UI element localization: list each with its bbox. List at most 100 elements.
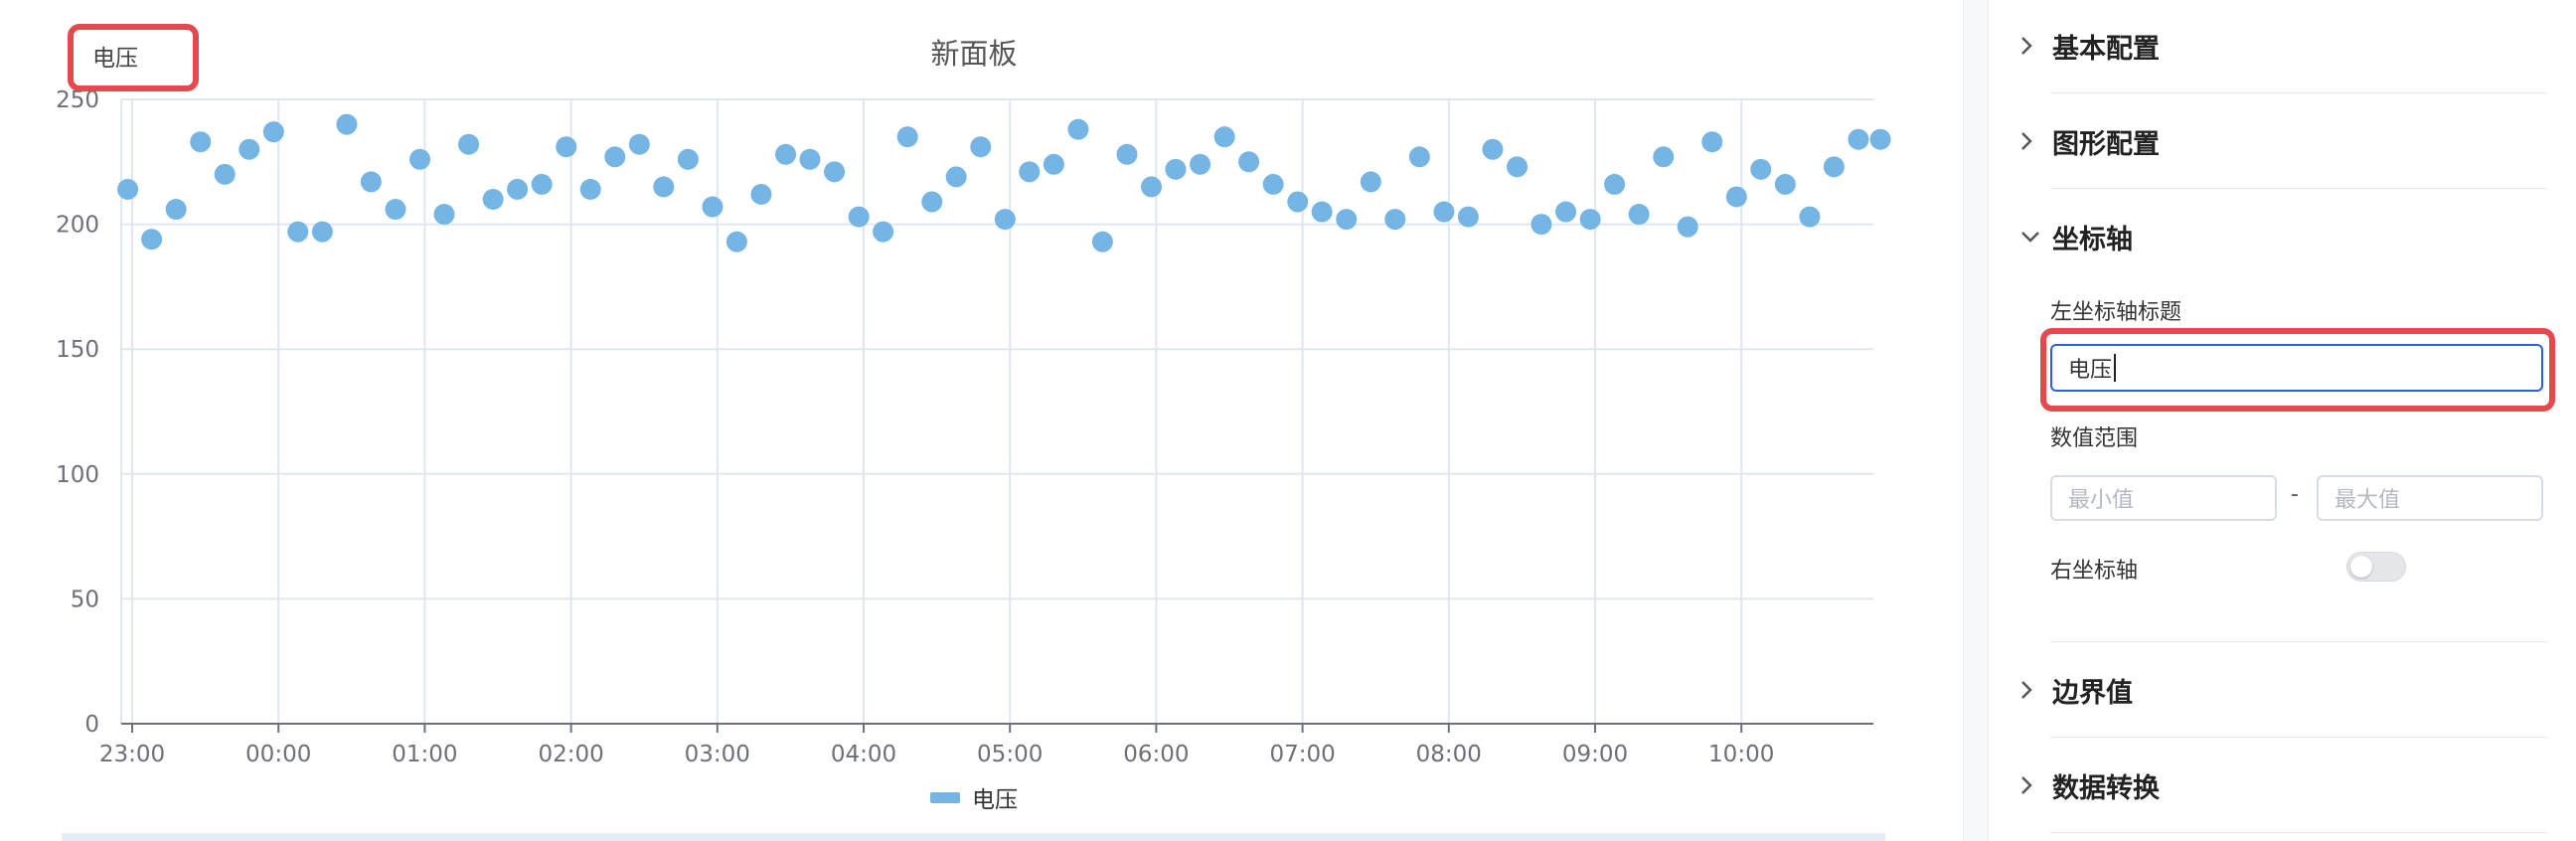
data-point[interactable] [1725, 186, 1747, 208]
data-point[interactable] [824, 161, 846, 183]
data-point[interactable] [1384, 209, 1406, 231]
min-value-input[interactable]: 最小值 [2050, 475, 2277, 521]
data-point[interactable] [1019, 161, 1041, 183]
data-point[interactable] [433, 204, 455, 226]
data-point[interactable] [799, 148, 821, 170]
data-point[interactable] [1336, 209, 1358, 231]
x-tick-label: 10:00 [1708, 742, 1774, 767]
data-point[interactable] [945, 166, 967, 188]
data-point[interactable] [1869, 128, 1891, 150]
data-point[interactable] [994, 209, 1016, 231]
data-point[interactable] [214, 163, 236, 185]
data-point[interactable] [775, 143, 797, 165]
data-point[interactable] [1067, 118, 1089, 140]
data-point[interactable] [190, 131, 212, 153]
data-point[interactable] [1774, 173, 1796, 195]
data-point[interactable] [628, 133, 650, 155]
data-point[interactable] [1701, 131, 1723, 153]
data-point[interactable] [482, 188, 504, 210]
data-point[interactable] [1457, 206, 1479, 228]
data-point[interactable] [409, 148, 431, 170]
data-point[interactable] [360, 171, 382, 193]
data-point[interactable] [1287, 191, 1309, 213]
max-value-input[interactable]: 最大值 [2317, 475, 2543, 521]
section-basic-config[interactable]: 基本配置 [2018, 0, 2545, 93]
data-point[interactable] [531, 173, 553, 195]
data-point[interactable] [385, 199, 406, 221]
data-point[interactable] [1530, 214, 1552, 236]
section-data-transform[interactable]: 数据转换 [2018, 738, 2545, 833]
data-point[interactable] [1555, 201, 1577, 223]
data-point[interactable] [1262, 173, 1284, 195]
left-axis-title-label: 左坐标轴标题 [2050, 300, 2182, 325]
data-point[interactable] [1091, 231, 1113, 252]
data-point[interactable] [1848, 128, 1869, 150]
data-point[interactable] [1677, 216, 1698, 238]
section-axis-title: 坐标轴 [2052, 224, 2133, 255]
data-point[interactable] [921, 191, 943, 213]
data-point[interactable] [1628, 204, 1650, 226]
legend[interactable]: 电压 [930, 787, 1018, 813]
data-point[interactable] [1579, 209, 1601, 231]
settings-panel: 基本配置 图形配置 坐标轴 左坐标轴标题 电压 数值范围 最小值 - 最大值 右… [1988, 0, 2576, 841]
data-point[interactable] [1823, 156, 1845, 178]
data-point[interactable] [1311, 201, 1333, 223]
right-axis-toggle[interactable] [2346, 552, 2406, 582]
data-point[interactable] [1482, 138, 1504, 160]
data-point[interactable] [604, 146, 626, 168]
data-point[interactable] [579, 178, 601, 200]
data-point[interactable] [1750, 158, 1772, 180]
section-boundary[interactable]: 边界值 [2018, 642, 2545, 738]
chevron-right-icon [2018, 678, 2052, 702]
chevron-right-icon [2018, 34, 2052, 58]
data-point[interactable] [1653, 146, 1675, 168]
max-value-placeholder: 最大值 [2334, 488, 2401, 513]
data-point[interactable] [1433, 201, 1455, 223]
data-point[interactable] [970, 136, 992, 158]
data-point[interactable] [556, 136, 577, 158]
data-point[interactable] [1116, 143, 1138, 165]
x-tick-label: 01:00 [392, 742, 457, 767]
data-point[interactable] [1360, 171, 1381, 193]
data-point[interactable] [141, 229, 163, 251]
data-point[interactable] [287, 221, 309, 243]
data-point[interactable] [1799, 206, 1821, 228]
divider [2050, 737, 2547, 738]
data-point[interactable] [311, 221, 333, 243]
left-axis-title-highlight [2040, 328, 2555, 412]
data-point[interactable] [1408, 146, 1430, 168]
chart-title: 新面板 [930, 37, 1017, 71]
zoom-slider-track[interactable] [62, 833, 1885, 841]
data-point[interactable] [336, 113, 358, 135]
data-point[interactable] [1604, 173, 1626, 195]
data-point[interactable] [653, 176, 675, 198]
section-graph-config[interactable]: 图形配置 [2018, 93, 2545, 189]
data-point[interactable] [896, 126, 918, 148]
data-point[interactable] [507, 178, 529, 200]
data-point[interactable] [165, 199, 187, 221]
data-point[interactable] [702, 196, 724, 218]
y-axis-title: 电压 [92, 46, 138, 72]
data-point[interactable] [1507, 156, 1529, 178]
chevron-down-icon [2018, 229, 2052, 245]
left-axis-title-input[interactable]: 电压 [2050, 344, 2543, 392]
data-point[interactable] [117, 178, 139, 200]
data-point[interactable] [750, 183, 772, 205]
section-axis[interactable]: 坐标轴 [2018, 189, 2545, 284]
data-point[interactable] [725, 231, 747, 252]
y-tick-label: 200 [56, 213, 99, 239]
data-point[interactable] [1213, 126, 1235, 148]
x-tick-label: 04:00 [831, 742, 896, 767]
data-point[interactable] [239, 138, 260, 160]
data-point[interactable] [873, 221, 894, 243]
y-tick-label: 100 [56, 462, 99, 488]
data-point[interactable] [1238, 151, 1260, 173]
data-point[interactable] [1190, 153, 1211, 175]
data-point[interactable] [262, 121, 284, 143]
data-point[interactable] [458, 133, 480, 155]
data-point[interactable] [677, 148, 699, 170]
data-point[interactable] [1043, 153, 1064, 175]
data-point[interactable] [1141, 176, 1163, 198]
data-point[interactable] [848, 206, 870, 228]
data-point[interactable] [1165, 158, 1187, 180]
